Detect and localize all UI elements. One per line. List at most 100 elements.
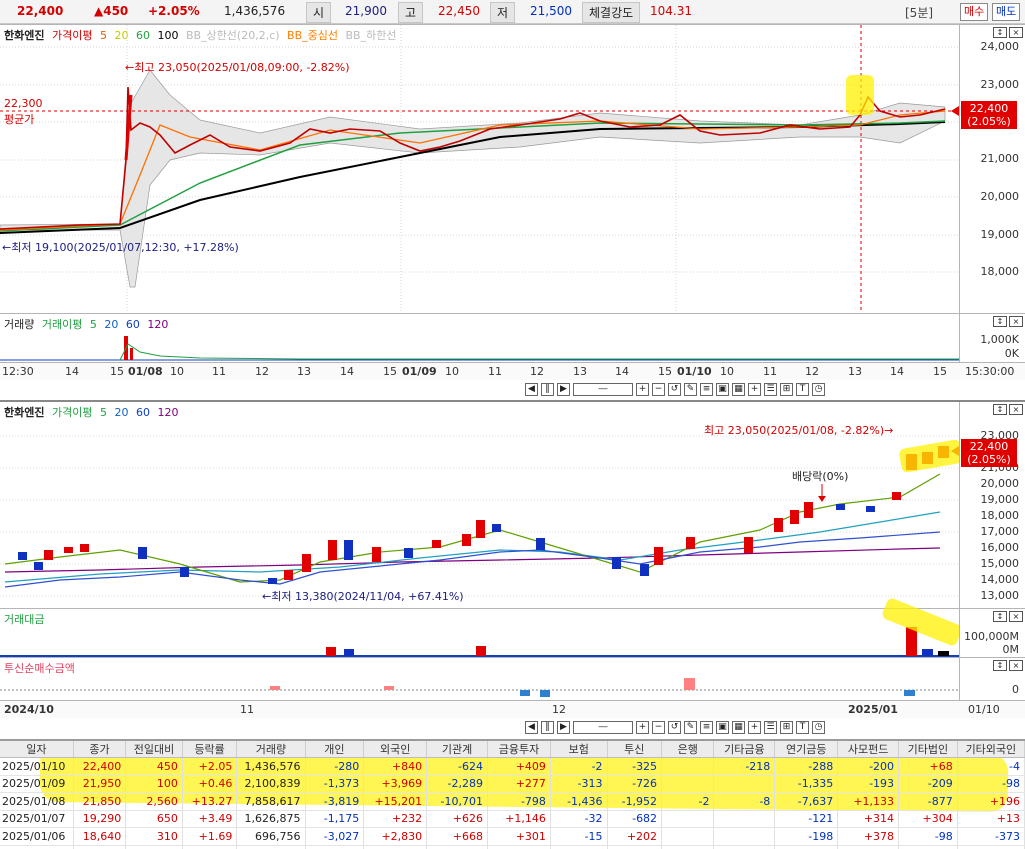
column-header[interactable]: 거래량: [236, 741, 306, 758]
table-row[interactable]: 2025/01/08 21,850 2,560 +13.27 7,858,617 -3,8…: [0, 792, 1025, 811]
price-change: ▲450: [94, 4, 129, 18]
panel-controls[interactable]: ↕ ×: [993, 27, 1023, 38]
table-cell: -280: [305, 757, 365, 776]
column-header[interactable]: 금융투자: [487, 741, 551, 758]
zoom-in-icon[interactable]: +: [636, 382, 649, 396]
table-cell: +974: [487, 845, 551, 849]
reset-icon[interactable]: ↺: [668, 720, 681, 734]
table-row[interactable]: 2025/01/09 21,950 100 +0.46 2,100,839 -1,373 +…: [0, 775, 1025, 793]
grid-icon[interactable]: ▦: [732, 720, 745, 734]
column-header[interactable]: 투신: [607, 741, 663, 758]
save-icon[interactable]: ▣: [716, 382, 729, 396]
draw-icon[interactable]: ✎: [684, 382, 697, 396]
clock-icon[interactable]: ◷: [812, 720, 825, 734]
panel-close-icon[interactable]: ×: [1009, 611, 1023, 622]
zoom-in-icon[interactable]: +: [636, 720, 649, 734]
indicator-icon[interactable]: ≡: [700, 720, 713, 734]
daily-legend: 한화엔진 가격이평 5 20 60 120: [4, 404, 182, 420]
trading-amount-panel[interactable]: 거래대금 ↕ × 100,000M 0M: [0, 596, 1025, 657]
grid-icon[interactable]: ▦: [732, 382, 745, 396]
intraday-y-axis: ↕ × 24,000 23,000 21,000 20,000 19,000 18…: [959, 25, 1025, 313]
column-header[interactable]: 개인: [305, 741, 365, 758]
daily-panel-controls[interactable]: ↕ ×: [993, 404, 1023, 415]
scroll-left-icon[interactable]: ◀: [525, 720, 538, 734]
table-cell: +238: [363, 845, 428, 849]
pause-icon[interactable]: ‖: [541, 382, 554, 396]
panel-expand-icon[interactable]: ↕: [993, 611, 1007, 622]
column-header[interactable]: 일자: [0, 741, 74, 758]
table-row[interactable]: 2025/01/0318,330360-1.93741,176+654+238-…: [0, 845, 1025, 849]
crosshair-icon[interactable]: +: [748, 720, 761, 734]
table-row[interactable]: 2025/01/06 18,640 310 +1.69 696,756 -3,027 +2,…: [0, 827, 1025, 846]
sell-button[interactable]: 매도: [992, 3, 1021, 21]
intraday-volume-panel[interactable]: 거래량 거래이평 5 20 60 120 ↕ × 1,000K 0K: [0, 313, 1025, 362]
chart-type-icon[interactable]: ⊞: [780, 382, 793, 396]
chart1-toolbar[interactable]: ◀ ‖ ▶ ― + − ↺ ✎ ≡ ▣ ▦ + ☰ ⊞ T ◷: [525, 380, 825, 398]
buy-button[interactable]: 매수: [960, 3, 989, 21]
scroll-right-icon[interactable]: ▶: [557, 382, 570, 396]
scroll-right-icon[interactable]: ▶: [557, 720, 570, 734]
table-cell: 22,400: [73, 757, 127, 776]
list-icon[interactable]: ☰: [764, 382, 777, 396]
column-header[interactable]: 은행: [661, 741, 715, 758]
amount-y-axis: ↕ × 100,000M 0M: [959, 609, 1025, 657]
daily-price-panel[interactable]: 한화엔진 가격이평 5 20 60 120: [0, 400, 1025, 608]
zoom-out-icon[interactable]: −: [652, 382, 665, 396]
column-header[interactable]: 외국인: [363, 741, 428, 758]
panel-expand-icon[interactable]: ↕: [993, 27, 1007, 38]
scroll-left-icon[interactable]: ◀: [525, 382, 538, 396]
chart-type-icon[interactable]: ⊞: [780, 720, 793, 734]
panel-close-icon[interactable]: ×: [1009, 316, 1023, 327]
column-header[interactable]: 기타외국인: [957, 741, 1025, 758]
column-header[interactable]: 보험: [550, 741, 608, 758]
amount-panel-controls[interactable]: ↕ ×: [993, 611, 1023, 622]
table-row[interactable]: 2025/01/10 22,400 450 +2.05 1,436,576 -280 +84…: [0, 757, 1025, 776]
table-row[interactable]: 2025/01/07 19,290 650 +3.49 1,626,875 -1,175 +…: [0, 810, 1025, 828]
panel-close-icon[interactable]: ×: [1009, 404, 1023, 415]
panel-close-icon[interactable]: ×: [1009, 660, 1023, 671]
column-header[interactable]: 기관계: [426, 741, 488, 758]
intraday-price-panel[interactable]: 한화엔진 가격이평 5 20 60 100 BB_상한선(20,2,c) BB_…: [0, 24, 1025, 314]
daily-price-chart: [0, 435, 959, 597]
list-icon[interactable]: ☰: [764, 720, 777, 734]
table-cell: 1,436,576: [236, 757, 306, 776]
reset-icon[interactable]: ↺: [668, 382, 681, 396]
table-cell: +1,146: [487, 810, 551, 828]
indicator-icon[interactable]: ≡: [700, 382, 713, 396]
panel-close-icon[interactable]: ×: [1009, 27, 1023, 38]
column-header[interactable]: 전일대비: [125, 741, 183, 758]
pause-icon[interactable]: ‖: [541, 720, 554, 734]
volume-panel-controls[interactable]: ↕ ×: [993, 316, 1023, 327]
save-icon[interactable]: ▣: [716, 720, 729, 734]
table-cell: -624: [426, 757, 488, 776]
zoom-slider[interactable]: ―: [573, 720, 633, 734]
panel-expand-icon[interactable]: ↕: [993, 404, 1007, 415]
y-tick: 0K: [1004, 347, 1019, 360]
table-cell: 2025/01/06: [0, 827, 74, 846]
column-header[interactable]: 연기금등: [774, 741, 839, 758]
draw-icon[interactable]: ✎: [684, 720, 697, 734]
trust-panel-controls[interactable]: ↕ ×: [993, 660, 1023, 671]
table-cell: -798: [487, 792, 551, 811]
text-icon[interactable]: T: [796, 382, 809, 396]
trust-net-buy-panel[interactable]: 투신순매수금액 ↕ × 0: [0, 657, 1025, 700]
zoom-out-icon[interactable]: −: [652, 720, 665, 734]
table-cell: 650: [125, 810, 183, 828]
column-header[interactable]: 기타법인: [898, 741, 958, 758]
daily-y-axis: ↕ × 23,000 21,000 20,000 19,000 18,000 17…: [959, 402, 1025, 608]
chart2-toolbar[interactable]: ◀ ‖ ▶ ― + − ↺ ✎ ≡ ▣ ▦ + ☰ ⊞ T ◷: [525, 718, 825, 736]
y-tick: 16,000: [980, 541, 1020, 554]
column-header[interactable]: 종가: [73, 741, 127, 758]
period-selector[interactable]: [5분]: [905, 6, 934, 20]
panel-expand-icon[interactable]: ↕: [993, 316, 1007, 327]
column-header[interactable]: 등락률: [182, 741, 238, 758]
legend-vol-ma: 거래이평: [41, 318, 83, 331]
zoom-slider[interactable]: ―: [573, 382, 633, 396]
panel-expand-icon[interactable]: ↕: [993, 660, 1007, 671]
table-cell: 2,560: [125, 792, 183, 811]
clock-icon[interactable]: ◷: [812, 382, 825, 396]
crosshair-icon[interactable]: +: [748, 382, 761, 396]
column-header[interactable]: 기타금융: [713, 741, 776, 758]
column-header[interactable]: 사모펀드: [837, 741, 900, 758]
text-icon[interactable]: T: [796, 720, 809, 734]
